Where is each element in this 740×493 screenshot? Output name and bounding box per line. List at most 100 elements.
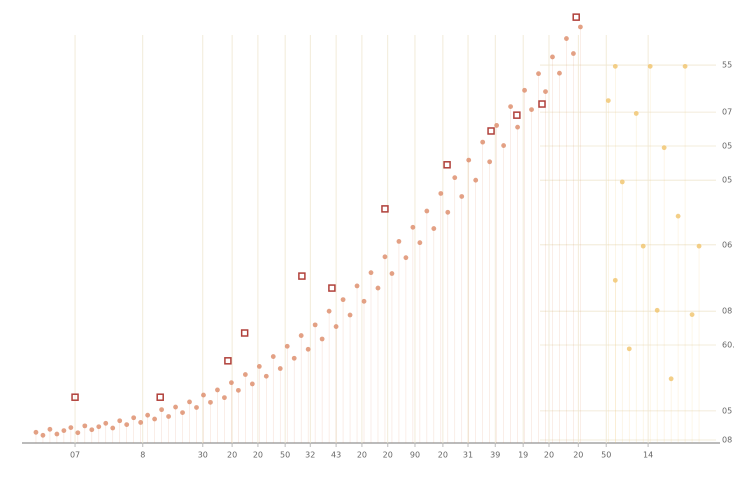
point	[75, 430, 81, 436]
point	[347, 312, 353, 318]
point	[138, 420, 144, 425]
point	[501, 143, 507, 148]
x-tick-label: 20	[227, 451, 237, 460]
point	[536, 71, 541, 77]
x-tick-label: 20	[573, 451, 583, 460]
x-tick-label: 50	[601, 451, 611, 460]
point	[661, 145, 667, 151]
point	[249, 381, 255, 387]
point	[33, 429, 39, 435]
y-tick-label: 60.	[722, 340, 735, 349]
point	[654, 307, 660, 313]
point	[328, 284, 336, 292]
point	[291, 355, 297, 361]
point	[403, 255, 409, 261]
x-tick-label: 32	[305, 451, 315, 460]
point	[222, 395, 227, 401]
point	[215, 387, 220, 393]
point	[619, 179, 625, 185]
point	[382, 254, 388, 260]
point	[131, 415, 137, 421]
point	[340, 297, 346, 303]
point	[270, 354, 276, 359]
point	[410, 224, 416, 230]
point	[513, 111, 521, 119]
point	[173, 404, 178, 410]
y-tick-label: 05	[722, 176, 732, 185]
x-tick-label: 20	[438, 451, 448, 460]
point	[208, 399, 213, 405]
point	[361, 298, 367, 304]
point	[647, 63, 653, 69]
x-tick-label: 19	[518, 451, 528, 460]
x-tick-label: 43	[331, 451, 341, 460]
point	[159, 407, 165, 413]
point	[459, 194, 465, 199]
point	[284, 343, 290, 349]
point	[578, 24, 583, 30]
point	[438, 191, 444, 196]
point	[298, 333, 304, 338]
y-tick-label: 55	[722, 61, 732, 70]
point	[354, 283, 360, 289]
point	[103, 420, 109, 426]
point	[71, 393, 79, 401]
point	[166, 414, 171, 419]
point	[305, 346, 311, 352]
point	[110, 425, 116, 431]
point	[508, 104, 513, 109]
point	[194, 405, 199, 410]
point	[263, 373, 269, 379]
point	[487, 159, 493, 165]
point	[201, 392, 206, 398]
point	[187, 399, 192, 405]
point	[368, 270, 374, 276]
x-tick-label: 30	[198, 451, 208, 460]
point	[417, 240, 423, 246]
point	[312, 322, 318, 328]
point	[612, 277, 618, 283]
point	[152, 416, 158, 422]
x-tick-label: 20	[383, 451, 393, 460]
point	[529, 107, 534, 112]
y-tick-label: 08	[722, 436, 732, 445]
point	[82, 423, 88, 429]
point	[124, 422, 130, 427]
point	[480, 139, 486, 145]
point	[612, 63, 618, 69]
point	[675, 213, 681, 219]
point	[326, 308, 332, 314]
point	[443, 161, 451, 169]
point	[668, 376, 674, 382]
point	[550, 54, 555, 60]
point	[543, 89, 548, 95]
x-tick-label: 07	[70, 451, 80, 460]
x-tick-label: 31	[463, 451, 473, 460]
x-tick-label: 8	[140, 451, 145, 460]
point	[68, 425, 74, 430]
x-tick-label: 50	[280, 451, 290, 460]
point	[696, 243, 702, 249]
point	[240, 329, 249, 337]
x-tick-label: 20	[544, 451, 554, 460]
point	[424, 208, 430, 214]
point	[333, 324, 339, 329]
point	[473, 177, 479, 183]
point	[515, 124, 520, 130]
point	[389, 271, 395, 276]
point	[47, 426, 53, 432]
point	[689, 312, 695, 317]
point	[242, 372, 248, 377]
point	[89, 427, 95, 433]
point	[319, 336, 325, 342]
point	[61, 428, 67, 433]
point	[564, 36, 569, 41]
x-tick-label: 20	[253, 451, 263, 460]
point	[452, 175, 458, 181]
point	[156, 393, 164, 401]
point	[487, 127, 495, 135]
point	[117, 418, 123, 424]
point	[494, 123, 500, 128]
point	[256, 363, 262, 369]
